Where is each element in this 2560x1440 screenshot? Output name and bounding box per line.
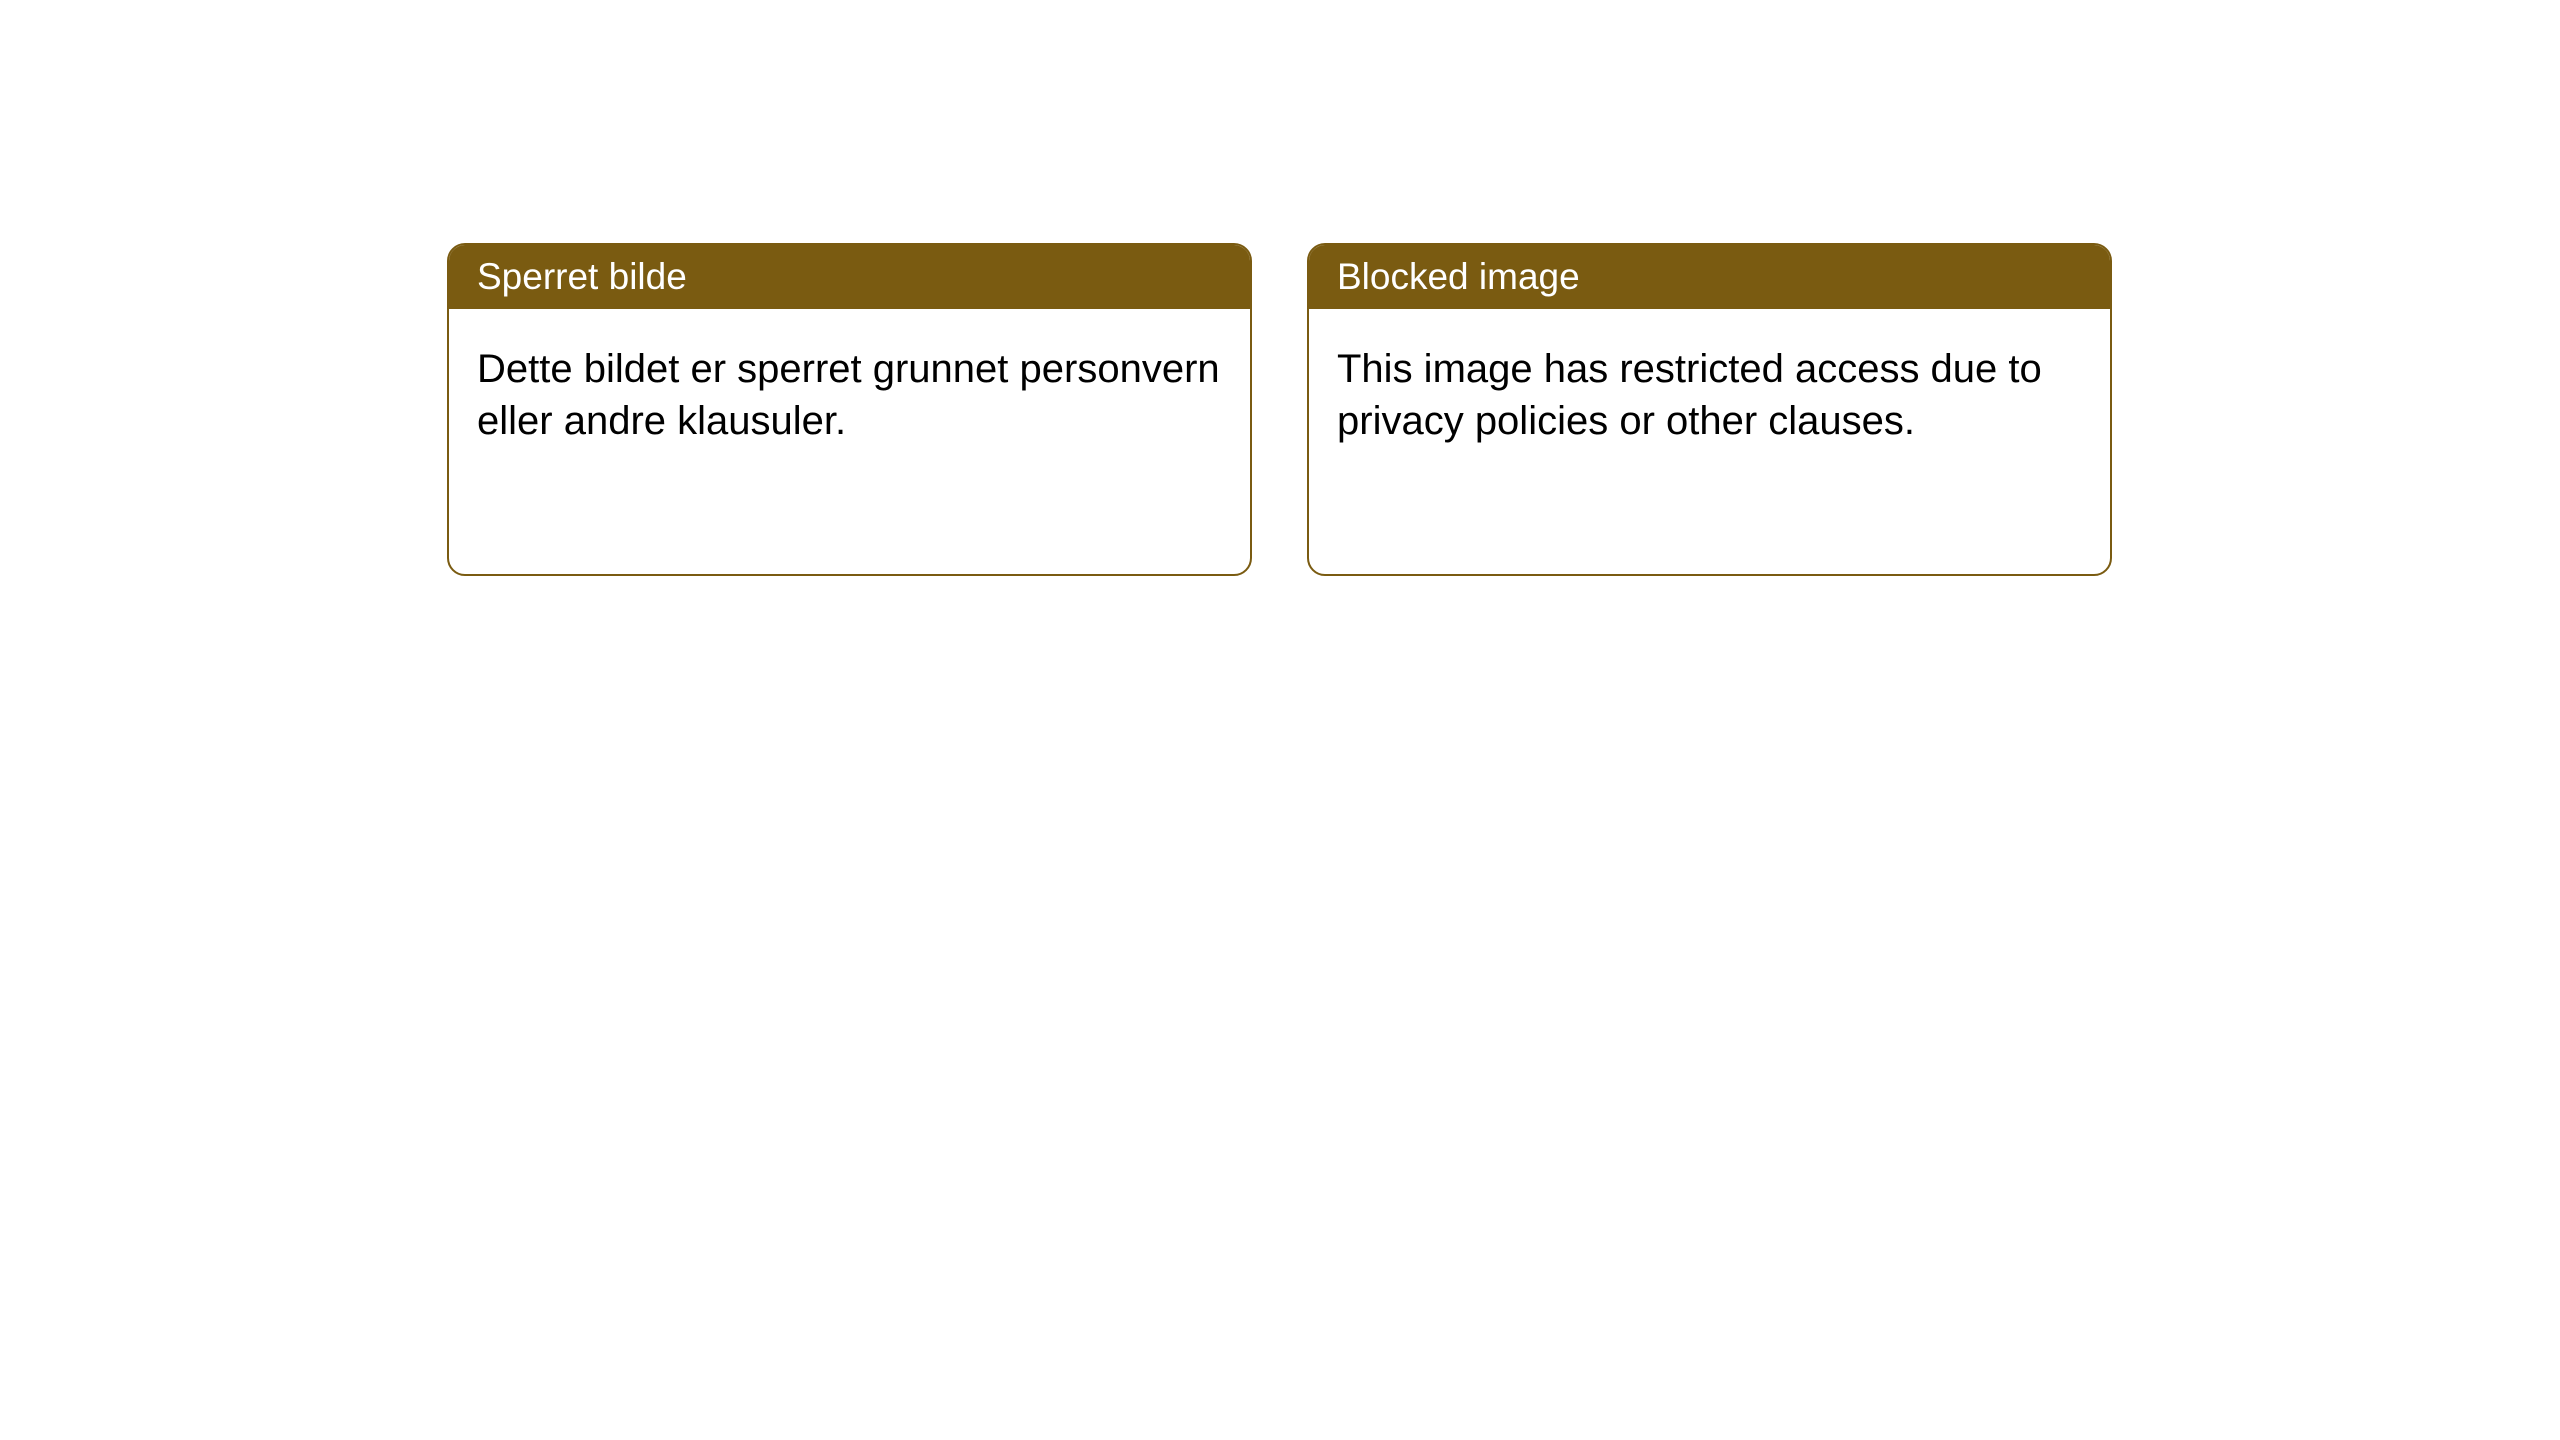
notice-card-message: Dette bildet er sperret grunnet personve…: [477, 347, 1220, 443]
notice-card-english: Blocked image This image has restricted …: [1307, 243, 2112, 576]
notice-card-body: Dette bildet er sperret grunnet personve…: [449, 309, 1250, 481]
notice-card-title: Blocked image: [1337, 256, 1580, 297]
notice-card-message: This image has restricted access due to …: [1337, 347, 2042, 443]
notice-cards-container: Sperret bilde Dette bildet er sperret gr…: [447, 243, 2112, 576]
notice-card-title: Sperret bilde: [477, 256, 687, 297]
notice-card-header: Sperret bilde: [449, 245, 1250, 309]
notice-card-header: Blocked image: [1309, 245, 2110, 309]
notice-card-norwegian: Sperret bilde Dette bildet er sperret gr…: [447, 243, 1252, 576]
notice-card-body: This image has restricted access due to …: [1309, 309, 2110, 481]
